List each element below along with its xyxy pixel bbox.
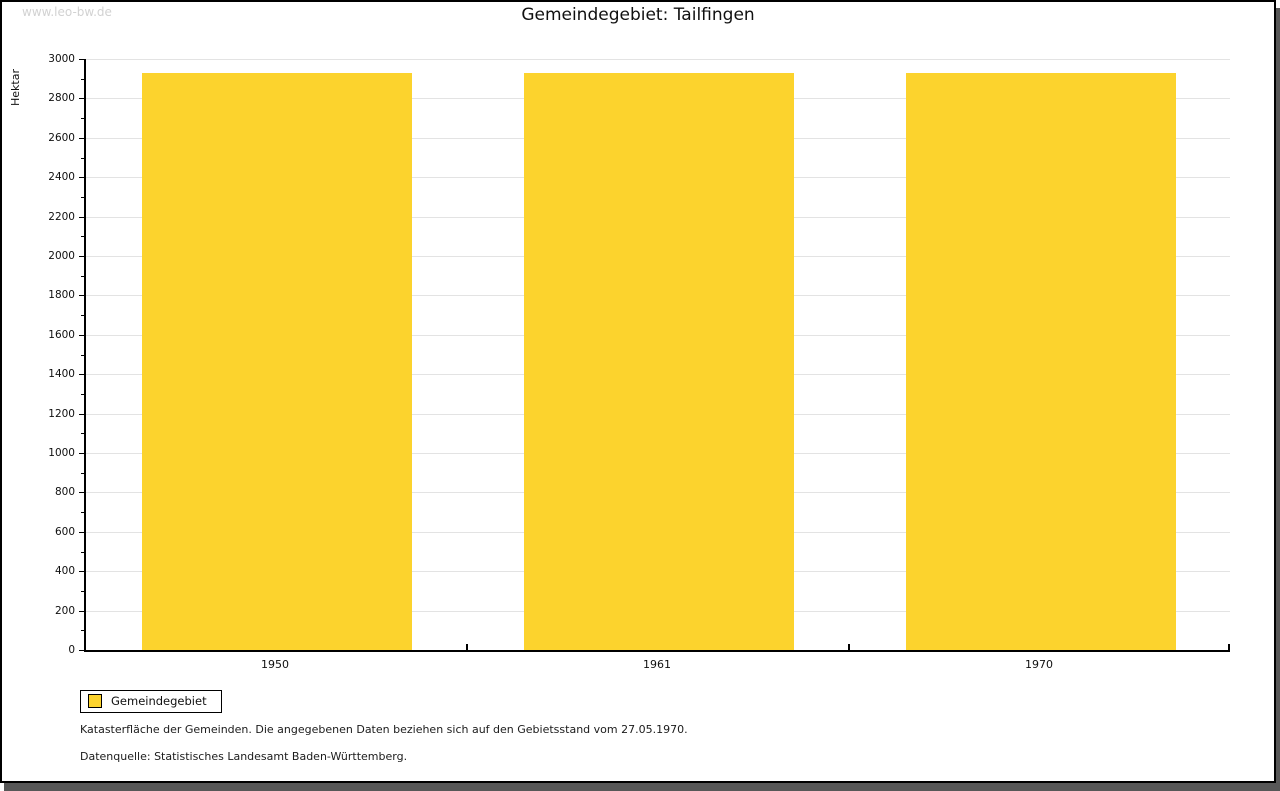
footnote-source: Datenquelle: Statistisches Landesamt Bad…	[80, 750, 408, 763]
y-minor-tick	[81, 236, 84, 238]
y-tick-label: 200	[54, 604, 75, 617]
bar-1970	[906, 72, 1176, 650]
bar-1961	[524, 72, 794, 650]
y-major-tick	[79, 59, 84, 60]
y-tick-label: 400	[54, 565, 75, 578]
y-major-tick	[79, 295, 84, 297]
y-axis-line	[84, 59, 86, 652]
y-tick-label: 0	[68, 644, 75, 656]
x-axis-label: 1970	[1025, 658, 1053, 671]
x-axis-label: 1961	[643, 658, 671, 671]
y-minor-tick	[81, 315, 84, 317]
y-major-tick	[79, 571, 84, 573]
x-axis-line	[84, 650, 1230, 652]
y-tick-label: 1800	[48, 289, 75, 302]
y-minor-tick	[81, 433, 84, 435]
y-minor-tick	[81, 118, 84, 120]
y-minor-tick	[81, 354, 84, 356]
legend-label: Gemeindegebiet	[111, 694, 207, 708]
y-major-tick	[79, 334, 84, 336]
y-minor-tick	[81, 512, 84, 514]
y-major-tick	[79, 531, 84, 533]
y-minor-tick	[81, 275, 84, 277]
y-minor-tick	[81, 78, 84, 80]
y-minor-tick	[81, 472, 84, 474]
gridline	[86, 59, 1230, 60]
y-tick-label: 2600	[48, 131, 75, 144]
y-major-tick	[79, 650, 84, 651]
bar-1950	[142, 72, 412, 650]
y-tick-label: 800	[54, 486, 75, 499]
y-tick-label: 2200	[48, 210, 75, 223]
y-major-tick	[79, 413, 84, 415]
y-tick-label: 1400	[48, 368, 75, 381]
y-major-tick	[79, 137, 84, 139]
y-tick-label: 600	[54, 525, 75, 538]
y-minor-tick	[81, 630, 84, 632]
x-boundary-tick	[466, 644, 468, 650]
watermark-text: www.leo-bw.de	[22, 5, 112, 19]
y-major-tick	[79, 256, 84, 257]
y-minor-tick	[81, 157, 84, 159]
y-major-tick	[79, 610, 84, 612]
y-major-tick	[79, 216, 84, 218]
y-tick-label: 2000	[48, 250, 75, 262]
y-tick-label: 1600	[48, 328, 75, 341]
y-minor-tick	[81, 551, 84, 553]
y-tick-label: 1200	[48, 407, 75, 420]
y-tick-label: 1000	[48, 447, 75, 459]
legend-box: Gemeindegebiet	[80, 690, 222, 713]
y-major-tick	[79, 98, 84, 100]
y-tick-label: 2800	[48, 92, 75, 105]
x-axis-label: 1950	[261, 658, 289, 671]
y-major-tick	[79, 453, 84, 454]
y-major-tick	[79, 374, 84, 376]
y-minor-tick	[81, 393, 84, 395]
plot-area: 0 200 400 600 800 1000 1200 1400 1600 1800 2000 220…	[48, 53, 1230, 671]
footnote-description: Katasterfläche der Gemeinden. Die angege…	[80, 723, 688, 736]
y-tick-label: 2400	[48, 171, 75, 184]
y-major-tick	[79, 492, 84, 494]
y-minor-tick	[81, 590, 84, 592]
x-boundary-tick	[848, 644, 850, 650]
chart-title: Gemeindegebiet: Tailfingen	[521, 5, 755, 25]
legend-swatch	[88, 694, 102, 708]
y-major-tick	[79, 177, 84, 179]
y-tick-label: 3000	[48, 53, 75, 65]
x-end-tick	[1228, 644, 1230, 650]
y-minor-tick	[81, 196, 84, 198]
y-axis-label: Hektar	[9, 69, 22, 106]
